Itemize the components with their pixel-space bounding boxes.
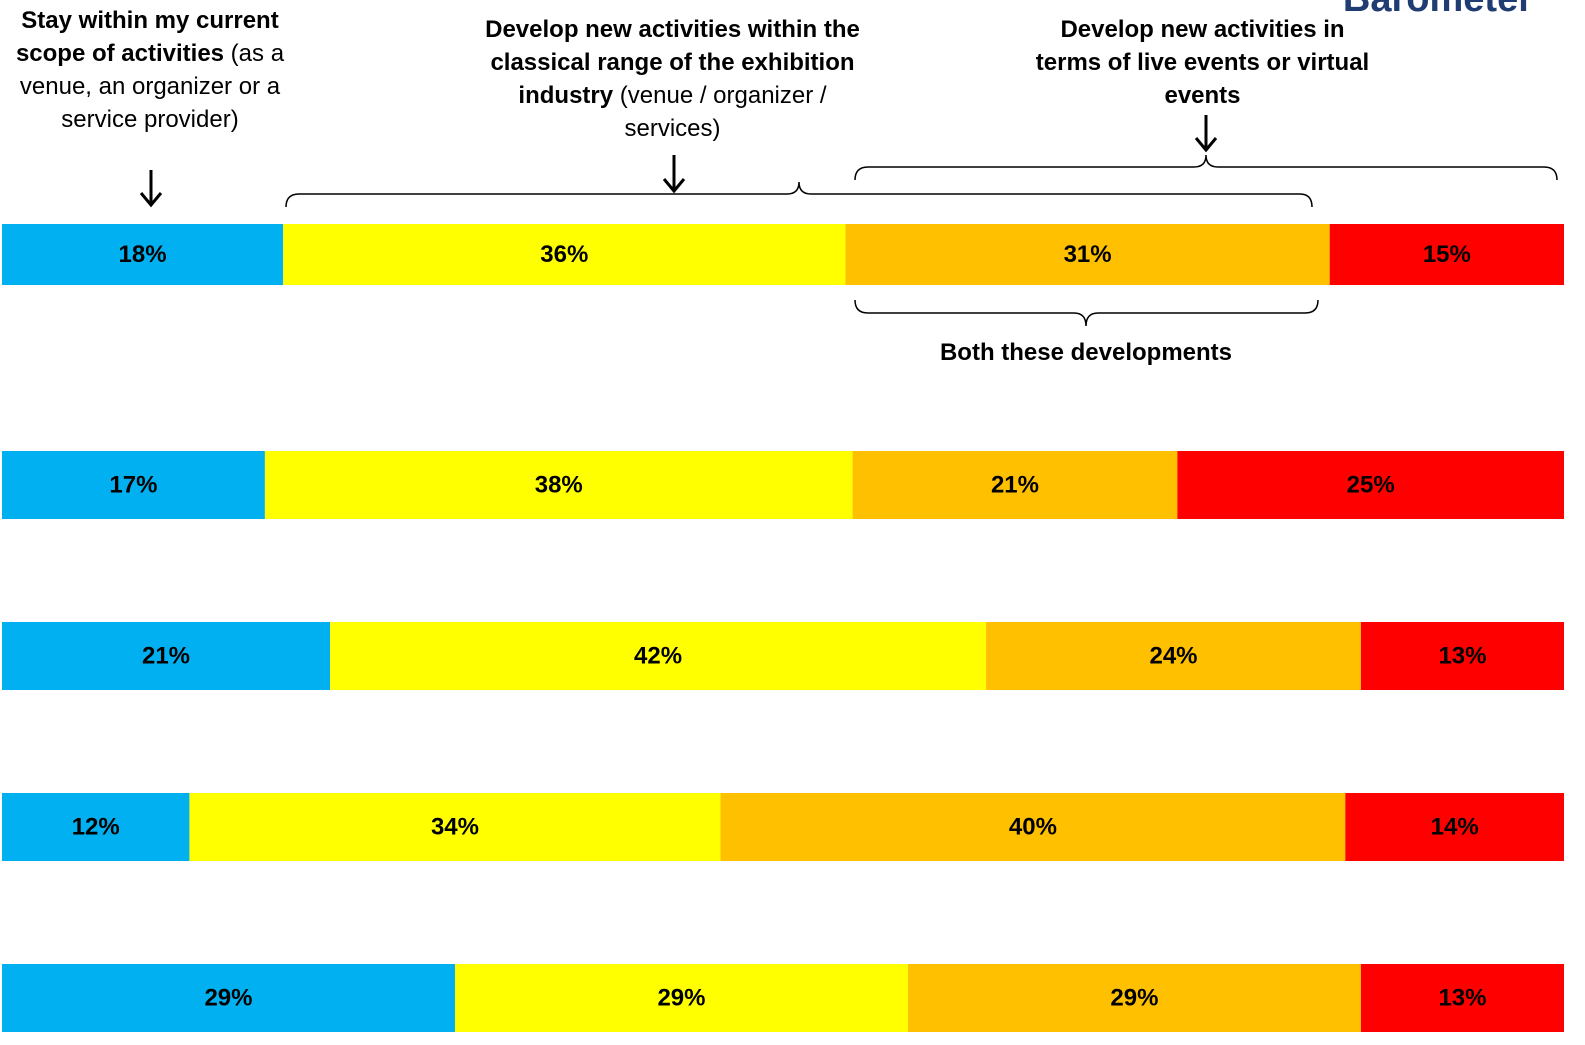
annotation-connectors: [139, 115, 1558, 327]
bar-segment-stay: [2, 451, 265, 519]
annotation-stay: Stay within my current scope of activiti…: [0, 4, 300, 136]
bar-value-label: 15%: [1423, 241, 1471, 268]
bar-value-label: 29%: [204, 985, 252, 1012]
bar-segment-stay: [2, 793, 190, 861]
bar-value-label: 42%: [634, 643, 682, 670]
arrow-down-icon: [139, 170, 163, 208]
bars-group: 18% 36% 31% 15% 17% 38% 21% 25% 21% 42% 24% 13% 12% 3…: [2, 224, 1564, 1032]
bracket-live-virtual: [854, 154, 1558, 181]
bar-segment-live-virtual: [1329, 224, 1564, 285]
annotation-both-bold: Both these developments: [939, 339, 1233, 366]
bar-segment-both: [852, 451, 1178, 519]
bar-segment-classical: [330, 622, 987, 690]
bar-value-label: 34%: [431, 814, 479, 841]
bar-segment-classical: [189, 793, 721, 861]
annotation-both: Both these developments: [880, 336, 1292, 369]
bar-value-label: 21%: [991, 472, 1039, 499]
bar-segment-both: [720, 793, 1346, 861]
annotation-live-virtual: Develop new activities in terms of live …: [1030, 13, 1375, 112]
bar-value-label: 14%: [1431, 814, 1479, 841]
bar-segment-live-virtual: [1345, 793, 1564, 861]
bar-value-label: 29%: [1110, 985, 1158, 1012]
bracket-both: [854, 299, 1319, 327]
bar-value-label: 18%: [119, 241, 167, 268]
annotation-classical-bold: Develop new activities within the classi…: [485, 16, 860, 109]
annotation-classical-normal: (venue / organizer / services): [613, 82, 827, 142]
annotation-classical: Develop new activities within the classi…: [470, 13, 875, 145]
bar-segment-live-virtual: [1360, 964, 1564, 1032]
bar-segment-live-virtual: [1177, 451, 1564, 519]
bar-segment-stay: [2, 622, 331, 690]
bar-value-label: 13%: [1438, 985, 1486, 1012]
annotation-stay-normal: (as a venue, an organizer or a service p…: [19, 40, 285, 133]
bar-segment-classical: [283, 224, 846, 285]
bracket-classical: [285, 181, 1313, 208]
bar-segment-live-virtual: [1360, 622, 1564, 690]
annotation-live-virtual-bold: Develop new activities in terms of live …: [1035, 16, 1370, 109]
bar-segment-classical: [264, 451, 853, 519]
bar-value-label: 29%: [657, 985, 705, 1012]
bar-value-label: 31%: [1064, 241, 1112, 268]
bar-segment-stay: [2, 964, 455, 1032]
bar-value-label: 25%: [1347, 472, 1395, 499]
bar-value-label: 21%: [142, 643, 190, 670]
bar-value-label: 36%: [540, 241, 588, 268]
bar-segment-classical: [454, 964, 908, 1032]
bar-value-label: 12%: [72, 814, 120, 841]
arrow-down-icon: [662, 155, 686, 194]
bar-value-label: 13%: [1438, 643, 1486, 670]
arrow-down-icon: [1194, 115, 1218, 153]
brand-logo-text: Barometer: [1343, 0, 1533, 21]
bar-value-label: 40%: [1009, 814, 1057, 841]
bar-segment-both: [845, 224, 1330, 285]
bar-value-label: 24%: [1149, 643, 1197, 670]
bar-value-label: 17%: [109, 472, 157, 499]
bar-segment-both: [907, 964, 1361, 1032]
bar-segment-stay: [2, 224, 284, 285]
bar-segment-both: [986, 622, 1361, 690]
annotation-stay-bold: Stay within my current scope of activiti…: [15, 7, 279, 67]
bar-value-label: 38%: [535, 472, 583, 499]
